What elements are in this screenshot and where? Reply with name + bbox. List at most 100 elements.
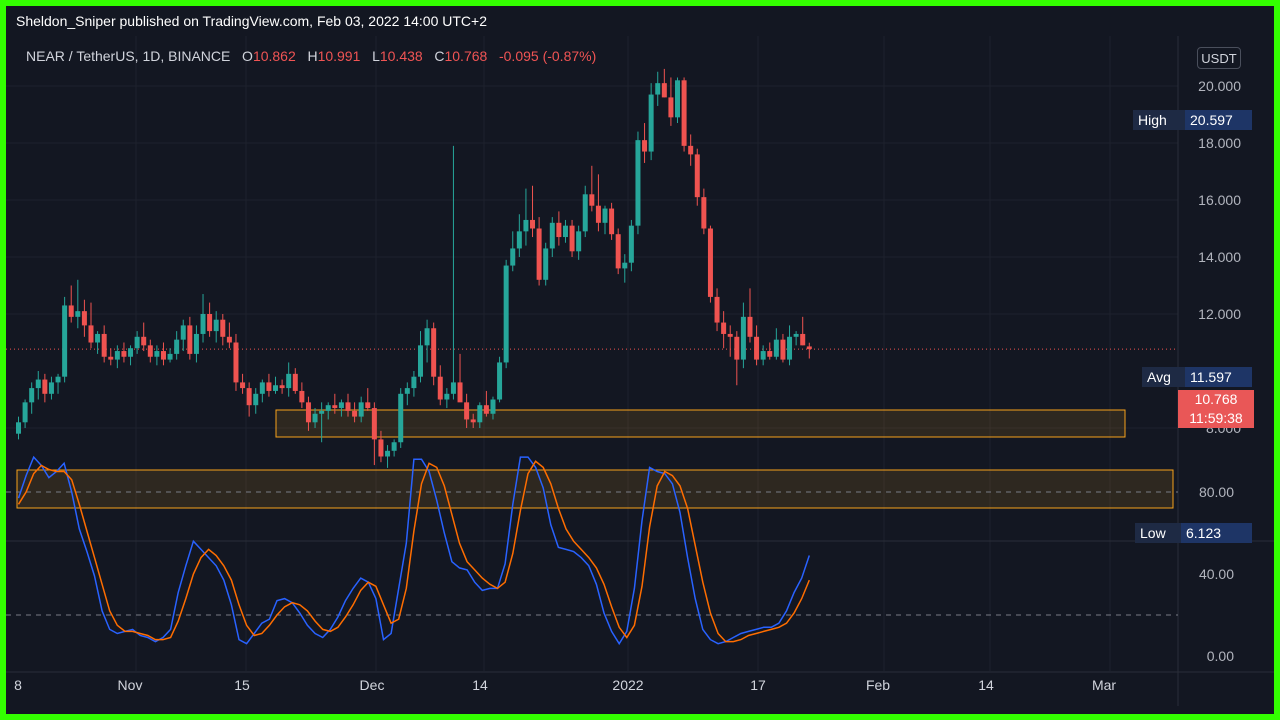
candle-body [497, 362, 503, 400]
candle-body [114, 351, 120, 360]
candle-body [707, 228, 713, 297]
last-price-value: 10.768 [1194, 391, 1238, 407]
price-tick-label: 18.000 [1198, 135, 1241, 151]
candle-body [385, 450, 391, 457]
price-tick-label: 16.000 [1198, 192, 1241, 208]
support-zones [16, 409, 1174, 509]
candle-body [55, 376, 61, 383]
candle-body [75, 311, 81, 317]
candle-body [200, 314, 206, 334]
candle-body [246, 388, 252, 406]
price-tick-label: 20.000 [1198, 78, 1241, 94]
candle-body [510, 248, 516, 266]
high-label: H [307, 48, 318, 64]
candle-body [655, 83, 661, 95]
candle-body [543, 248, 549, 280]
candle-body [233, 342, 239, 383]
currency-button[interactable]: USDT [1197, 47, 1241, 69]
candle-body [292, 373, 298, 391]
avg-tag-value: 11.597 [1185, 367, 1252, 387]
candle-body [48, 382, 54, 394]
candle-body [562, 225, 568, 238]
candle-body [450, 382, 456, 394]
candle-body [391, 442, 397, 451]
avg-tag-label: Avg [1142, 367, 1185, 387]
osc-tick-label: 40.00 [1199, 566, 1234, 582]
candle-body [68, 305, 74, 317]
candle-body [595, 205, 601, 223]
candle-body [602, 208, 608, 223]
candle-body [694, 154, 700, 198]
candle-body [628, 225, 634, 263]
candle-body [352, 410, 358, 417]
close-value: 10.768 [444, 48, 488, 64]
candle-body [81, 311, 87, 326]
candle-body [635, 140, 641, 226]
symbol-label[interactable]: NEAR / TetherUS, 1D, BINANCE [26, 48, 231, 64]
time-tick-label: 8 [14, 677, 22, 693]
candle-body [760, 351, 766, 360]
candle-body [378, 439, 384, 457]
time-tick-label: Feb [866, 677, 890, 693]
candle-body [141, 336, 147, 346]
high-value: 10.991 [317, 48, 361, 64]
candle-body [516, 231, 522, 249]
candle-body [338, 402, 344, 409]
candle-body [714, 296, 720, 323]
candle-body [536, 228, 542, 280]
last-price-tag: 10.768 11:59:38 [1178, 390, 1254, 428]
candle-body [503, 265, 509, 363]
candle-body [444, 393, 450, 400]
candle-body [95, 333, 101, 343]
candle-body [787, 336, 793, 360]
candle-body [773, 339, 779, 357]
candle-body [128, 348, 134, 357]
countdown-value: 11:59:38 [1189, 410, 1243, 426]
candle-body [108, 356, 114, 360]
candle-body [622, 262, 628, 269]
candle-body [154, 351, 160, 357]
candle-body [22, 402, 28, 423]
time-tick-label: Dec [360, 677, 385, 693]
candle-body [747, 316, 753, 337]
candle-body [477, 405, 483, 423]
candle-body [332, 405, 338, 409]
candle-body [101, 333, 107, 357]
candle-body [398, 393, 404, 443]
candle-body [793, 333, 799, 337]
candle-body [207, 314, 213, 332]
candle-body [62, 305, 68, 377]
high-tag-value: 20.597 [1185, 110, 1252, 130]
candle-body [800, 333, 806, 346]
candle-body [358, 402, 364, 417]
candle-body [187, 325, 193, 354]
candle-body [530, 219, 536, 229]
time-tick-label: 2022 [612, 677, 643, 693]
candle-body [675, 80, 680, 118]
candle-body [160, 351, 166, 360]
grid-lines [6, 28, 1274, 706]
candle-body [727, 333, 733, 337]
candle-body [42, 379, 48, 394]
candle-body [35, 379, 41, 389]
candle-body [464, 402, 470, 420]
candle-body [431, 328, 437, 377]
candle-body [734, 336, 740, 360]
candle-body [193, 333, 199, 354]
candle-body [661, 83, 667, 98]
price-chart[interactable]: 22.00020.00018.00016.00014.00012.0008.00… [6, 6, 1274, 714]
candle-body [279, 385, 285, 389]
candle-body [167, 353, 173, 360]
stoch-k-line [17, 455, 811, 646]
time-tick-label: 14 [472, 677, 488, 693]
candle-body [29, 388, 35, 403]
candle-body [556, 222, 562, 238]
candle-body [576, 231, 582, 252]
publisher-bar: Sheldon_Sniper published on TradingView.… [6, 6, 1274, 36]
candle-body [134, 336, 140, 349]
candle-body [411, 376, 417, 389]
candle-body [325, 405, 331, 411]
candle-body [180, 325, 186, 340]
candle-body [226, 336, 232, 343]
candle-body [701, 197, 707, 229]
